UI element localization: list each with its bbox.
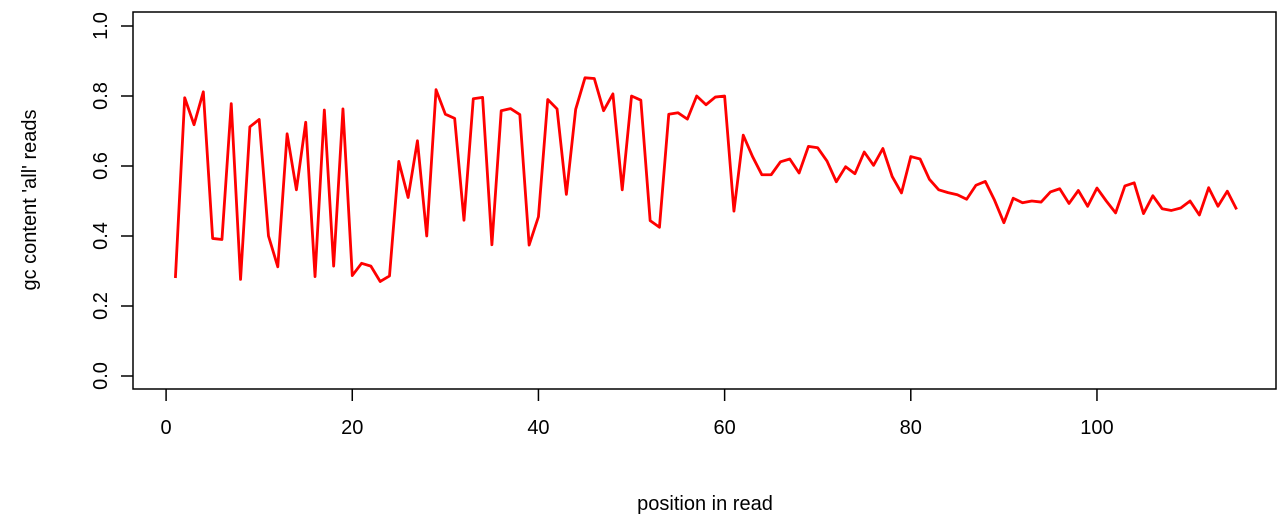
- y-tick-label: 1.0: [90, 12, 112, 40]
- y-tick-label: 0.0: [90, 362, 112, 390]
- y-tick-label: 0.6: [90, 152, 112, 180]
- series-line-0: [174, 76, 1238, 283]
- x-tick-label: 80: [900, 417, 922, 439]
- x-axis: 0 20 40 60 80 100: [161, 389, 1114, 439]
- plot-frame: [132, 11, 1277, 390]
- series-layer: [174, 76, 1238, 283]
- y-axis: 0.0 0.2 0.4 0.6 0.8 1.0: [90, 12, 133, 390]
- y-tick-label: 0.8: [90, 82, 112, 110]
- x-tick-label: 20: [341, 417, 363, 439]
- y-tick-label: 0.2: [90, 292, 112, 320]
- y-axis-label: gc content 'all' reads: [19, 109, 41, 290]
- x-tick-label: 100: [1080, 417, 1113, 439]
- y-tick-label: 0.4: [90, 222, 112, 250]
- x-tick-label: 40: [527, 417, 549, 439]
- x-tick-label: 0: [161, 417, 172, 439]
- x-tick-label: 60: [713, 417, 735, 439]
- x-axis-label: position in read: [637, 493, 773, 515]
